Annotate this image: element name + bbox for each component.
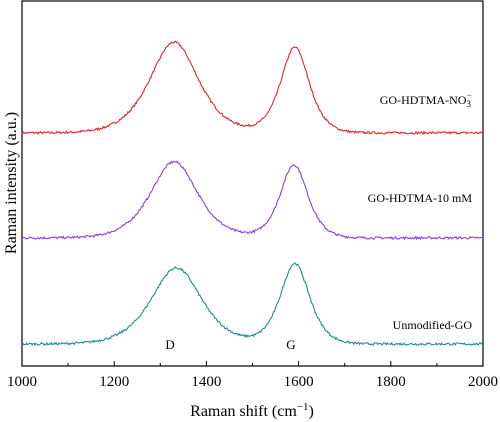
x-tick-label: 1600 [284, 374, 314, 390]
series-line-3 [21, 262, 484, 347]
peak-annotation-G: G [286, 337, 295, 352]
x-axis-label-sup: −1 [297, 401, 309, 413]
x-axis-label-end: ) [309, 403, 314, 420]
series-line-1 [21, 40, 484, 136]
x-tick-label: 1400 [191, 374, 221, 390]
x-tick-label: 1200 [99, 374, 129, 390]
x-axis-label-main: Raman shift (cm [190, 403, 297, 420]
plot-frame [21, 0, 484, 367]
series-label-sub: 3 [466, 99, 471, 109]
label-layer: GO-HDTMA-NO3− GO-HDTMA-10 mM Unmodified-GO… [165, 90, 472, 352]
series-label-3: Unmodified-GO [393, 318, 473, 332]
x-tick-label: 1800 [376, 374, 406, 390]
series-line-2 [22, 160, 484, 241]
series-label-text: GO-HDTMA-10 mM [368, 191, 473, 205]
peak-annotation-D: D [165, 337, 174, 352]
series-label-text: GO-HDTMA-NO [380, 93, 467, 107]
x-axis-label: Raman shift (cm−1) [190, 401, 314, 420]
series-layer [21, 40, 484, 347]
x-tick-label: 2000 [468, 374, 498, 390]
series-label-text: Unmodified-GO [393, 318, 473, 332]
series-label-sup: − [467, 90, 472, 100]
x-ticks: 1000 1200 1400 1600 1800 2000 [7, 361, 498, 390]
x-tick-label: 1000 [7, 374, 37, 390]
y-axis-label: Raman intensity (a.u.) [3, 112, 20, 254]
series-label-2: GO-HDTMA-10 mM [368, 191, 473, 205]
series-label-1: GO-HDTMA-NO3− [380, 90, 472, 109]
